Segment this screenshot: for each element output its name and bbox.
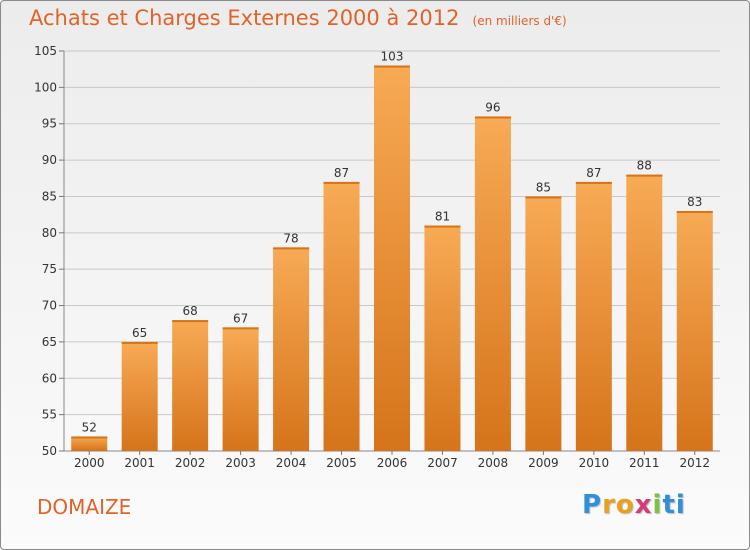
x-tick-label: 2003 — [225, 456, 256, 470]
data-label: 85 — [536, 180, 551, 194]
data-label: 88 — [637, 159, 652, 173]
bar-2008 — [474, 116, 511, 452]
x-tick-label: 2002 — [175, 456, 206, 470]
bar-top-edge — [222, 327, 259, 330]
x-tick-label: 2006 — [377, 456, 408, 470]
bar-2005 — [323, 181, 360, 451]
bar-top-edge — [374, 65, 410, 68]
data-label: 83 — [687, 195, 702, 209]
x-tick-label: 2007 — [427, 456, 458, 470]
chart-subtitle: (en milliers d'€) — [472, 14, 567, 28]
data-label: 81 — [435, 210, 450, 224]
logo-letter: P — [582, 490, 603, 520]
y-tick-label: 100 — [34, 80, 57, 94]
bar-top-edge — [474, 116, 511, 119]
bar-top-edge — [575, 181, 612, 184]
bar-2009 — [525, 196, 562, 451]
logo-letter: t — [662, 490, 676, 520]
logo-letter: i — [652, 490, 663, 520]
bar-2001 — [121, 341, 158, 451]
data-label: 87 — [334, 166, 349, 180]
data-label: 52 — [82, 420, 97, 434]
x-tick-label: 2000 — [74, 456, 105, 470]
y-tick-label: 60 — [42, 371, 57, 385]
data-label: 67 — [233, 311, 248, 325]
bar-2003 — [222, 327, 259, 451]
logo-letter: r — [602, 490, 616, 520]
proxiti-logo[interactable]: Proxiti — [582, 490, 686, 520]
bar-2002 — [172, 320, 209, 451]
bar-2006 — [374, 65, 410, 451]
y-tick-label: 55 — [42, 408, 57, 422]
data-label: 78 — [283, 231, 298, 245]
y-tick-label: 50 — [42, 444, 57, 458]
bar-2007 — [424, 225, 461, 451]
title-row: Achats et Charges Externes 2000 à 2012 (… — [29, 6, 567, 30]
bar-top-edge — [121, 341, 158, 344]
bar-2000 — [71, 436, 108, 451]
data-label: 103 — [381, 50, 404, 64]
logo-letter: o — [615, 490, 635, 520]
bar-layer — [71, 65, 713, 452]
y-tick-label: 90 — [42, 153, 57, 167]
bar-top-edge — [172, 320, 209, 323]
logo-letter: x — [634, 490, 653, 520]
x-tick-label: 2011 — [629, 456, 660, 470]
data-label: 68 — [183, 304, 198, 318]
bar-top-edge — [71, 436, 108, 439]
x-tick-label: 2008 — [478, 456, 509, 470]
label-layer: 50 55 60 65 70 75 80 85 90 95 100 105 52 2000 65 2001 68… — [34, 44, 710, 470]
y-tick-label: 85 — [42, 189, 57, 203]
x-tick-label: 2005 — [326, 456, 357, 470]
data-label: 87 — [586, 166, 601, 180]
data-label: 96 — [485, 100, 500, 114]
data-label: 65 — [132, 326, 147, 340]
y-tick-label: 70 — [42, 299, 57, 313]
chart-title: Achats et Charges Externes 2000 à 2012 — [29, 6, 460, 30]
y-tick-label: 95 — [42, 117, 57, 131]
commune-name: DOMAIZE — [37, 495, 132, 519]
x-tick-label: 2009 — [528, 456, 559, 470]
bar-top-edge — [525, 196, 562, 199]
bar-top-edge — [676, 211, 713, 213]
logo-letter: i — [675, 490, 686, 520]
y-tick-label: 105 — [34, 44, 57, 58]
x-tick-label: 2004 — [276, 456, 307, 470]
bar-2011 — [626, 174, 663, 452]
x-tick-label: 2010 — [579, 456, 610, 470]
x-tick-label: 2001 — [124, 456, 155, 470]
x-tick-label: 2012 — [679, 456, 710, 470]
y-tick-label: 80 — [42, 226, 57, 240]
y-tick-label: 65 — [42, 335, 57, 349]
bar-top-edge — [323, 181, 360, 184]
bar-top-edge — [273, 247, 310, 250]
bar-top-edge — [626, 174, 663, 177]
bar-2004 — [273, 247, 310, 451]
y-tick-label: 75 — [42, 262, 57, 276]
bar-top-edge — [424, 225, 461, 228]
bar-2012 — [676, 211, 713, 451]
bar-2010 — [575, 181, 612, 451]
